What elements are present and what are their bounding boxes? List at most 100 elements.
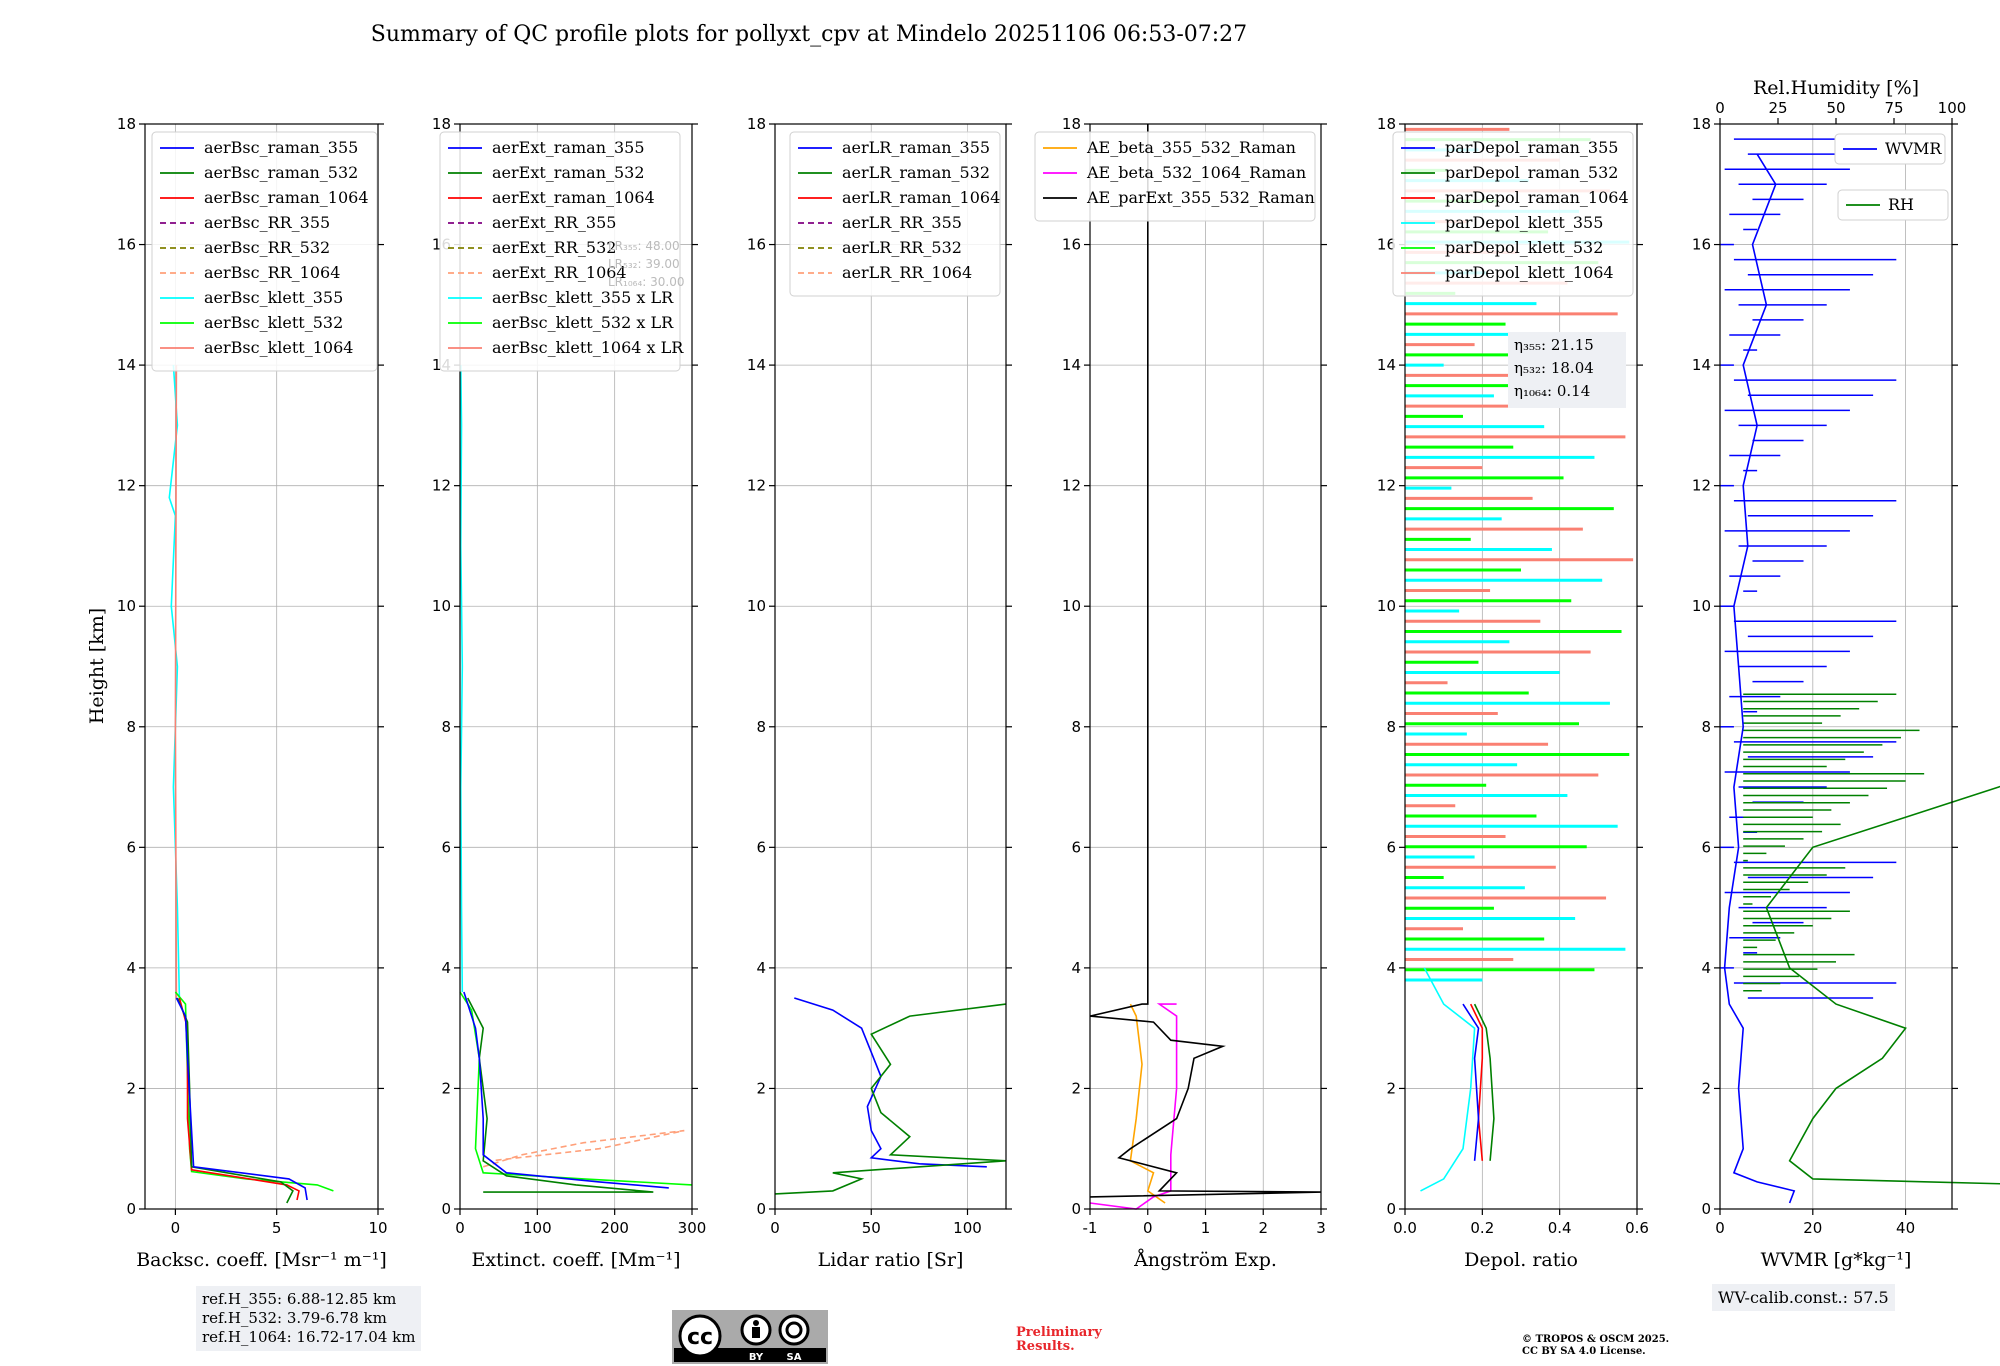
x-axis-label: WVMR [g*kg⁻¹] [1761,1249,1912,1271]
y-tick-label: 6 [756,838,766,856]
legend-label: aerExt_raman_532 [492,163,645,182]
y-tick-label: 8 [1701,718,1711,736]
x-tick-label: 0 [455,1219,465,1237]
y-tick-label: 10 [747,597,766,615]
ref-height-532: ref.H_532: 3.79-6.78 km [202,1309,387,1327]
legend-label: aerBsc_klett_532 x LR [492,313,674,332]
y-tick-label: 0 [126,1200,136,1218]
eta-annotation: η₁₀₆₄: 0.14 [1514,382,1590,400]
series-line-wvmr [1723,153,1796,1204]
copyright-line-1: © TROPOS & OSCM 2025. [1522,1334,1670,1345]
legend-label: aerBsc_klett_1064 x LR [492,338,684,357]
x-axis-label: Lidar ratio [Sr] [818,1249,964,1271]
y-tick-label: 6 [1386,838,1396,856]
series-line-aerbsc-klett-1064 [174,365,178,999]
legend-label: aerBsc_klett_1064 [204,338,353,357]
eta-box [1508,332,1626,408]
x-axis-label: Ångström Exp. [1133,1249,1277,1271]
y-tick-label: 8 [1071,718,1081,736]
x2-tick-label: 100 [1938,99,1967,117]
y-tick-label: 4 [441,959,451,977]
series-line-aerlr-raman-532 [774,1003,1007,1195]
series-line-aerext-rr-1064 [482,1129,685,1168]
y-tick-label: 16 [747,236,766,254]
legend-label: AE_beta_532_1064_Raman [1086,163,1306,182]
legend-box [151,131,378,372]
series-line-pardepol-klett-355 [1420,967,1476,1192]
series-line-aerbsc-raman-1064 [178,997,300,1201]
legend-label: aerLR_RR_1064 [842,263,972,282]
series-line-pardepol-raman-1064 [1469,1003,1484,1161]
y-tick-label: 10 [1692,597,1711,615]
lidar-ratio-annotation: LR₃₅₅: 48.00 [608,239,680,253]
x-tick-label: 300 [678,1219,707,1237]
legend-label: parDepol_klett_532 [1445,238,1603,257]
y-tick-label: 10 [117,597,136,615]
eta-annotation: η₅₃₂: 18.04 [1514,359,1594,377]
y-tick-label: 10 [432,597,451,615]
copyright-note: © TROPOS & OSCM 2025. CC BY SA 4.0 Licen… [1522,1334,1669,1358]
y-tick-label: 8 [126,718,136,736]
x-tick-label: 40 [1896,1219,1915,1237]
y-tick-label: 12 [432,477,451,495]
cc-sa-label: SA [787,1352,802,1362]
x-tick-label: 0.2 [1470,1219,1494,1237]
legend-label: aerBsc_RR_1064 [204,263,340,282]
y-tick-label: 2 [1386,1079,1396,1097]
x-tick-label: 20 [1803,1219,1822,1237]
x-tick-label: 100 [953,1219,982,1237]
eta-annotation: η₃₅₅: 21.15 [1514,336,1594,354]
y-tick-label: 6 [126,838,136,856]
x2-tick-label: 75 [1884,99,1903,117]
cc-by-label: BY [749,1352,764,1362]
x-axis-label: Extinct. coeff. [Mm⁻¹] [471,1249,680,1271]
series-line-aerext-raman-532 [466,997,654,1193]
legend-label: aerLR_raman_355 [842,138,990,157]
y-tick-label: 14 [1062,356,1081,374]
preliminary-line-1: Preliminary [1016,1325,1102,1340]
x-tick-label: 0.0 [1393,1219,1417,1237]
lidar-ratio-annotation: LR₁₀₆₄: 30.00 [608,275,684,289]
x-tick-label: 0.4 [1548,1219,1572,1237]
x-tick-label: 1 [1201,1219,1211,1237]
legend-label: parDepol_raman_1064 [1445,188,1629,207]
ref-height-1064: ref.H_1064: 16.72-17.04 km [202,1328,416,1346]
x2-tick-label: 25 [1768,99,1787,117]
y-tick-label: 16 [1377,236,1396,254]
legend-label: aerLR_raman_1064 [842,188,1000,207]
legend-box [1834,133,1946,165]
legend-label: aerBsc_raman_1064 [204,188,369,207]
series-line-aerlr-raman-355 [794,997,987,1168]
series-line-ae-beta-532-1064-raman [1089,1003,1178,1210]
y-tick-label: 2 [1701,1079,1711,1097]
legend-label: aerExt_raman_355 [492,138,645,157]
x-tick-label: -1 [1083,1219,1098,1237]
y-tick-label: 14 [1692,356,1711,374]
preliminary-note: Preliminary Results. [1016,1326,1102,1354]
lidar-ratio-annotation: LR₅₃₂: 39.00 [608,257,680,271]
axes-frame [459,123,693,1210]
copyright-line-2: CC BY SA 4.0 License. [1522,1346,1646,1357]
y-tick-label: 4 [1386,959,1396,977]
axes-frame [144,123,379,1210]
legend-label: aerExt_raman_1064 [492,188,655,207]
x-tick-label: 0 [1715,1219,1725,1237]
legend-label: AE_beta_355_532_Raman [1086,138,1296,157]
y-axis-label: Height [km] [86,608,108,724]
series-line-aerbsc-raman-532 [176,997,294,1204]
series-line-aerext-raman-355 [463,991,669,1189]
y-tick-label: 2 [441,1079,451,1097]
y-tick-label: 10 [1062,597,1081,615]
y-tick-label: 0 [1701,1200,1711,1218]
legend-label: parDepol_klett_355 [1445,213,1603,232]
x-tick-label: 5 [272,1219,282,1237]
series-line-pardepol-raman-532 [1473,1003,1495,1161]
x-tick-label: 3 [1316,1219,1326,1237]
y-tick-label: 12 [1377,477,1396,495]
y-tick-label: 4 [126,959,136,977]
y-tick-label: 6 [441,838,451,856]
y-tick-label: 12 [117,477,136,495]
y-tick-label: 14 [117,356,136,374]
